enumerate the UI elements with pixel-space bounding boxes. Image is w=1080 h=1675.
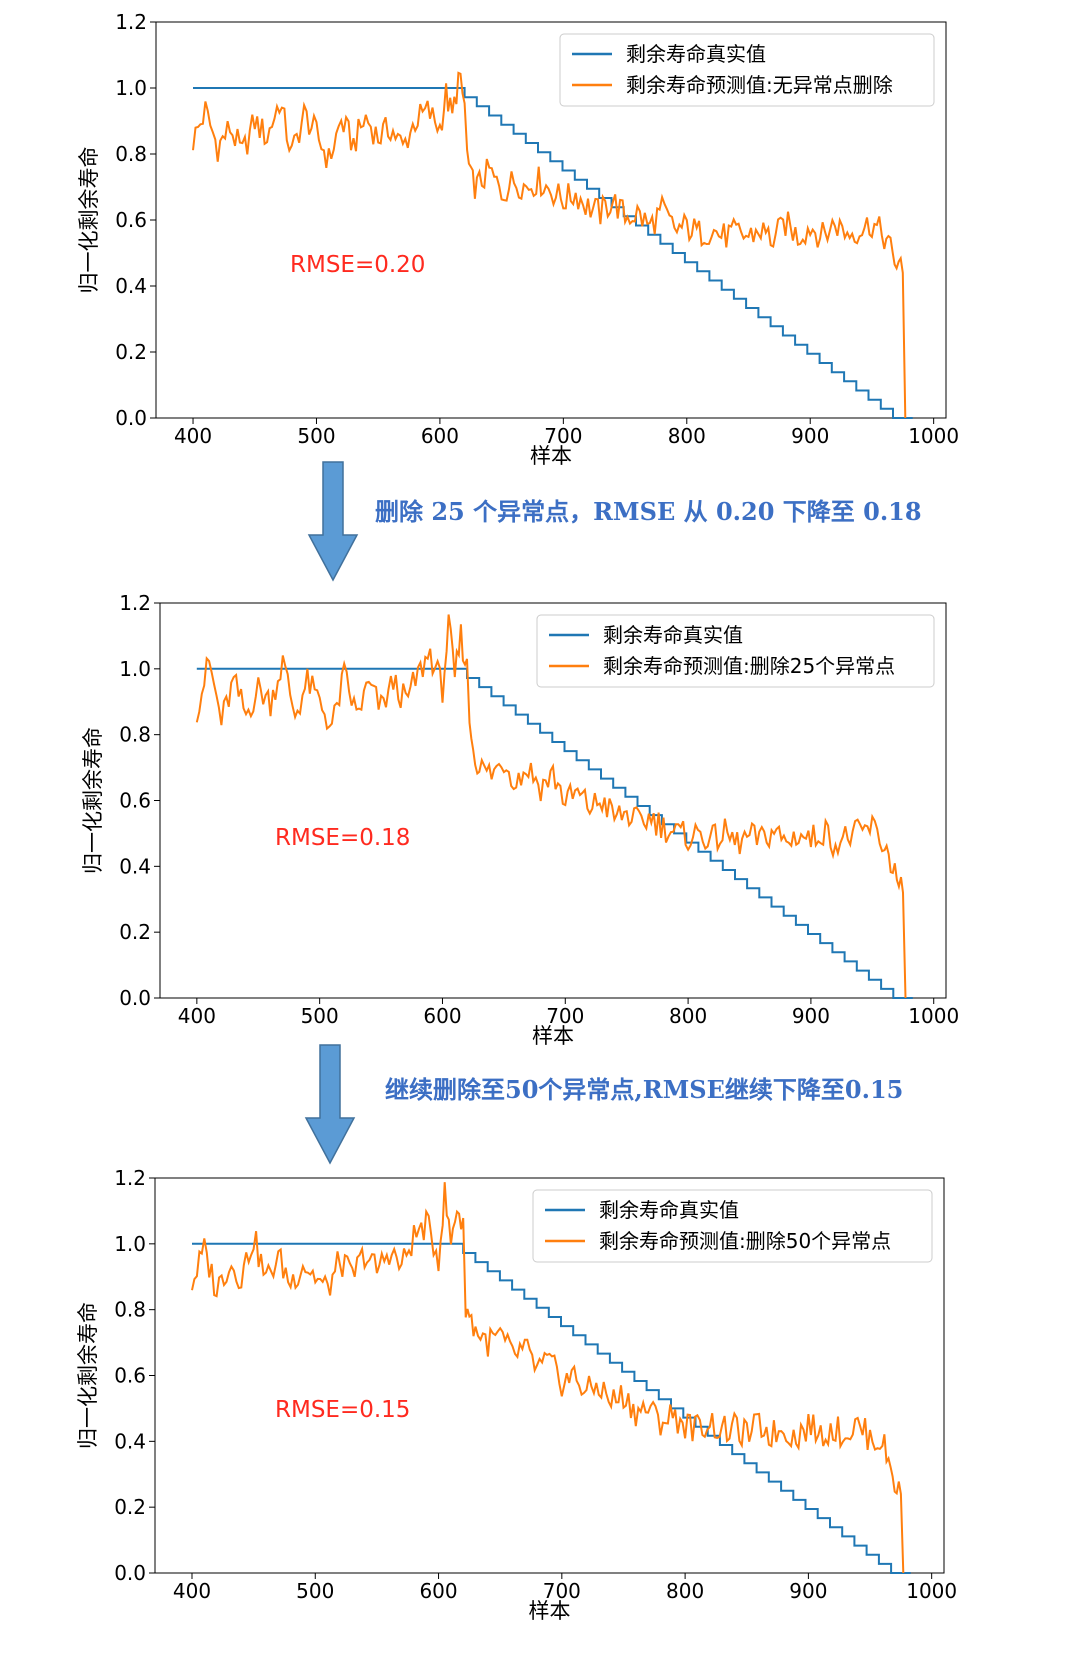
legend-entry: 剩余寿命真实值	[603, 623, 743, 647]
y-tick-label: 0.8	[114, 1298, 146, 1322]
y-tick-label: 0.6	[115, 208, 147, 232]
y-tick-label: 1.2	[114, 1166, 146, 1190]
caption-step-2: 继续删除至50个异常点,RMSE继续下降至0.15	[385, 1075, 903, 1104]
x-tick-label: 500	[296, 1579, 334, 1603]
x-tick-label: 600	[421, 424, 459, 448]
chart-panel-remove-50: 400 500 600 700 800 900 1000 0.0 0.2 0.4 0.6 0.8 1.0…	[76, 1166, 957, 1623]
x-tick-label: 500	[301, 1004, 339, 1028]
x-tick-label: 900	[791, 424, 829, 448]
y-tick-label: 0.8	[115, 142, 147, 166]
y-tick-label: 1.0	[115, 76, 147, 100]
x-tick-label: 500	[297, 424, 335, 448]
y-tick-label: 0.2	[115, 340, 147, 364]
x-tick-label: 900	[789, 1579, 827, 1603]
x-tick-label: 600	[419, 1579, 457, 1603]
x-tick-label: 400	[173, 1579, 211, 1603]
y-tick-label: 0.4	[119, 854, 151, 878]
y-tick-label: 0.4	[115, 274, 147, 298]
x-tick-label: 400	[174, 424, 212, 448]
y-tick-label: 0.0	[115, 406, 147, 430]
legend-entry: 剩余寿命预测值:删除25个异常点	[603, 654, 895, 678]
legend-box	[559, 33, 935, 107]
y-tick-label: 0.6	[114, 1364, 146, 1388]
legend-box	[536, 614, 935, 688]
y-tick-label: 1.0	[119, 657, 151, 681]
x-tick-label: 700	[544, 424, 582, 448]
y-tick-label: 0.6	[119, 789, 151, 813]
series-line-true	[196, 667, 913, 999]
y-tick-label: 0.2	[119, 920, 151, 944]
series-line-predicted	[195, 614, 907, 999]
x-tick-label: 600	[423, 1004, 461, 1028]
rmse-annotation: RMSE=0.18	[275, 825, 410, 851]
series-line-true	[192, 1242, 911, 1574]
x-tick-label: 800	[669, 1004, 707, 1028]
y-tick-label: 1.2	[115, 10, 147, 34]
series-line-true	[193, 87, 913, 419]
x-tick-label: 1000	[908, 424, 959, 448]
caption-step-1: 删除 25 个异常点，RMSE 从 0.20 下降至 0.18	[375, 497, 922, 526]
rmse-annotation: RMSE=0.20	[290, 252, 425, 278]
down-arrow-icon	[304, 1044, 356, 1165]
series-line-predicted	[191, 1182, 905, 1574]
x-tick-label: 700	[543, 1579, 581, 1603]
legend-box	[532, 1189, 933, 1263]
legend-entry: 剩余寿命真实值	[626, 42, 766, 66]
y-tick-label: 0.8	[119, 723, 151, 747]
legend-entry: 剩余寿命预测值:无异常点删除	[626, 73, 893, 97]
legend-entry: 剩余寿命真实值	[599, 1198, 739, 1222]
legend-entry: 剩余寿命预测值:删除50个异常点	[599, 1229, 891, 1253]
y-axis-title: 归一化剩余寿命	[76, 1302, 100, 1449]
x-axis-title: 样本	[529, 1599, 571, 1623]
x-tick-label: 800	[666, 1579, 704, 1603]
x-tick-label: 1000	[906, 1579, 957, 1603]
y-axis-title: 归一化剩余寿命	[77, 147, 101, 294]
y-tick-label: 0.4	[114, 1429, 146, 1453]
series-line-predicted	[192, 71, 907, 419]
x-tick-label: 800	[668, 424, 706, 448]
rmse-annotation: RMSE=0.15	[275, 1397, 410, 1423]
down-arrow-1	[307, 461, 359, 582]
x-axis-title: 样本	[530, 444, 572, 468]
x-tick-label: 1000	[908, 1004, 959, 1028]
y-tick-label: 0.2	[114, 1495, 146, 1519]
y-tick-label: 1.0	[114, 1232, 146, 1256]
chart-panel-no-removal: 400 500 600 700 800 900 1000 0.0 0.2 0.4 0.6 0.8 1.0…	[77, 10, 959, 468]
x-tick-label: 700	[546, 1004, 584, 1028]
x-axis-title: 样本	[532, 1024, 574, 1048]
down-arrow-2	[304, 1044, 356, 1165]
chart-panel-remove-25: 400 500 600 700 800 900 1000 0.0 0.2 0.4 0.6 0.8 1.0…	[81, 591, 959, 1048]
y-tick-label: 0.0	[119, 986, 151, 1010]
y-tick-label: 1.2	[119, 591, 151, 615]
x-tick-label: 400	[178, 1004, 216, 1028]
y-tick-label: 0.0	[114, 1561, 146, 1585]
y-axis-title: 归一化剩余寿命	[81, 727, 105, 874]
down-arrow-icon	[307, 461, 359, 582]
x-tick-label: 900	[792, 1004, 830, 1028]
